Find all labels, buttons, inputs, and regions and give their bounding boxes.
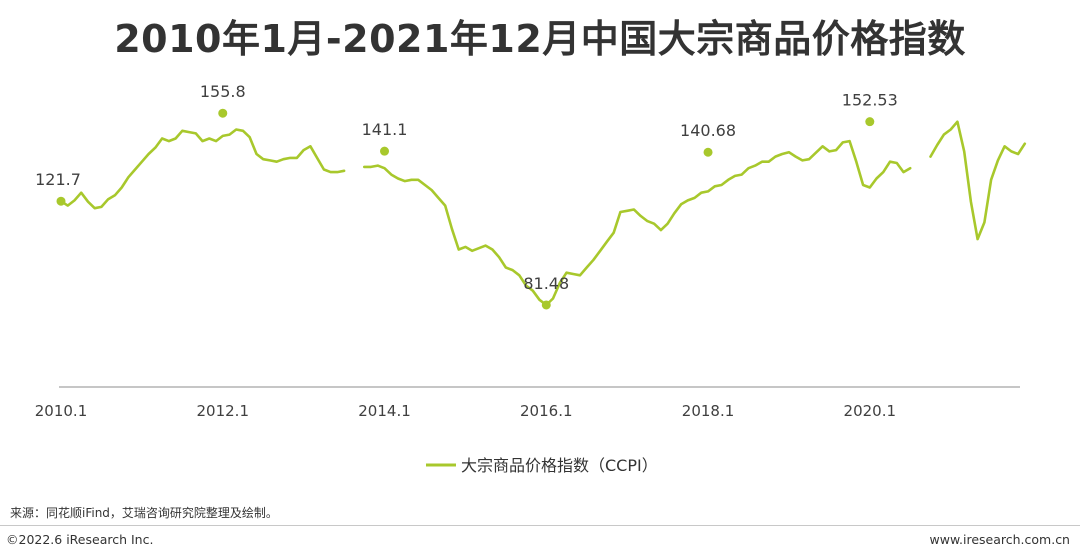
annotation-label: 141.1 <box>362 120 408 139</box>
x-tick-label: 2018.1 <box>682 402 735 420</box>
series-line-segment-2 <box>363 139 912 307</box>
annotation-marker <box>218 108 228 118</box>
x-tick-label: 2012.1 <box>197 402 250 420</box>
series-layer: 121.7 155.8 141.1 81.48 140.68 152.53 <box>35 82 1027 310</box>
annotation-marker <box>56 196 66 206</box>
chart-title: 2010年1月-2021年12月中国大宗商品价格指数 <box>114 17 966 61</box>
x-tick-label: 2016.1 <box>520 402 573 420</box>
x-tick-label: 2010.1 <box>35 402 88 420</box>
legend-label: 大宗商品价格指数（CCPI） <box>461 456 658 475</box>
x-tick-label: 2014.1 <box>358 402 411 420</box>
annotation-marker <box>703 147 713 157</box>
website-link[interactable]: www.iresearch.com.cn <box>929 532 1071 547</box>
source-note: 来源：同花顺iFind，艾瑞咨询研究院整理及绘制。 <box>10 506 278 520</box>
annotation-marker <box>380 146 390 156</box>
annotation-label: 152.53 <box>842 91 898 110</box>
x-tick-labels: 2010.1 2012.1 2014.1 2016.1 2018.1 2020.1 <box>35 402 896 420</box>
annotation-marker <box>865 117 875 127</box>
annotation-marker <box>541 300 551 310</box>
series-line-segment-1 <box>59 128 346 210</box>
series-line-segment-3 <box>929 120 1027 241</box>
copyright: ©2022.6 iResearch Inc. <box>6 532 154 547</box>
x-tick-label: 2020.1 <box>844 402 897 420</box>
footer-divider <box>0 525 1080 526</box>
annotation-label: 81.48 <box>523 274 569 293</box>
legend: 大宗商品价格指数（CCPI） <box>426 456 658 475</box>
annotation-label: 121.7 <box>35 170 81 189</box>
annotation-label: 140.68 <box>680 121 736 140</box>
annotation-label: 155.8 <box>200 82 246 101</box>
